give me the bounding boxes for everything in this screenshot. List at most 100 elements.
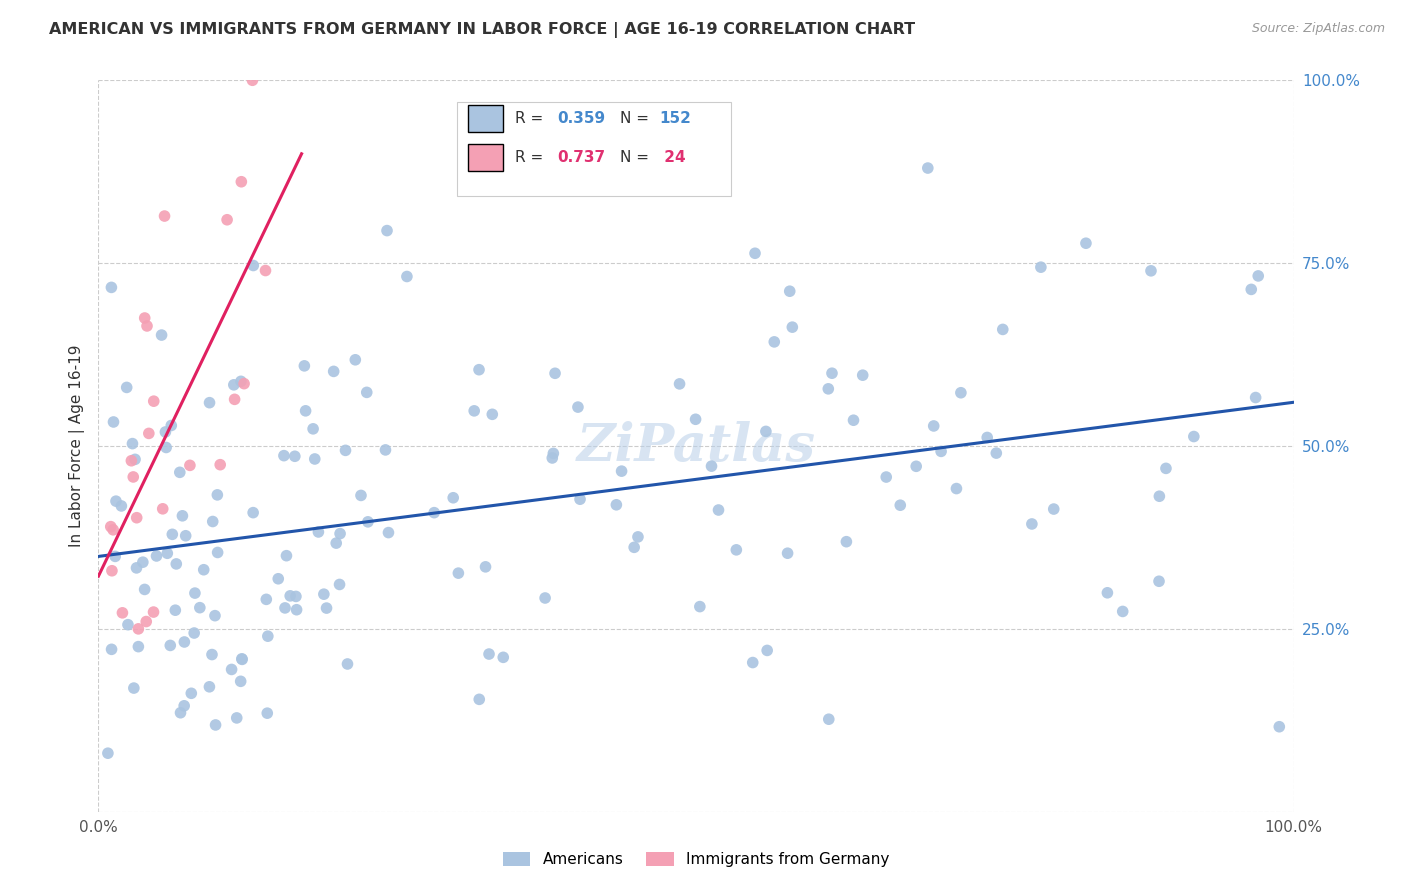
Point <box>183 626 205 640</box>
Point <box>700 459 723 474</box>
Point <box>160 418 183 433</box>
Point <box>1021 516 1043 531</box>
Point <box>256 706 278 721</box>
Point <box>124 452 146 467</box>
Point <box>929 444 952 458</box>
Point <box>569 492 592 507</box>
Point <box>541 450 564 465</box>
Point <box>976 430 998 444</box>
Point <box>242 259 264 273</box>
Point <box>254 263 277 277</box>
Point <box>779 284 801 298</box>
Point <box>1097 586 1119 600</box>
Point <box>1154 461 1177 475</box>
Point <box>294 404 316 418</box>
Point <box>627 530 650 544</box>
Point <box>121 436 143 450</box>
Point <box>821 366 844 380</box>
Point <box>276 549 298 563</box>
Point <box>1182 429 1205 443</box>
Point <box>104 494 127 508</box>
Point <box>423 506 446 520</box>
Point <box>231 652 253 666</box>
Point <box>481 407 503 421</box>
Point <box>1268 720 1291 734</box>
Point <box>395 269 418 284</box>
Text: 24: 24 <box>659 150 686 165</box>
Point <box>100 280 122 294</box>
Point <box>441 491 464 505</box>
Point <box>152 501 174 516</box>
Point <box>756 643 779 657</box>
Point <box>150 328 173 343</box>
Point <box>125 561 148 575</box>
Point <box>1247 268 1270 283</box>
Point <box>1147 574 1170 589</box>
Point <box>198 395 221 409</box>
Point <box>744 246 766 260</box>
Point <box>173 698 195 713</box>
Point <box>145 549 167 563</box>
Point <box>174 529 197 543</box>
Point <box>169 706 191 720</box>
Point <box>1074 236 1097 251</box>
Point <box>127 622 149 636</box>
Point <box>1042 502 1064 516</box>
Point <box>100 642 122 657</box>
Point <box>179 458 201 473</box>
Point <box>328 577 350 591</box>
Point <box>478 647 501 661</box>
Point <box>344 352 367 367</box>
Text: Source: ZipAtlas.com: Source: ZipAtlas.com <box>1251 22 1385 36</box>
Point <box>375 224 398 238</box>
Point <box>254 592 277 607</box>
Point <box>207 488 229 502</box>
Point <box>134 582 156 597</box>
Point <box>155 441 177 455</box>
Point <box>875 470 897 484</box>
Point <box>193 563 215 577</box>
Point <box>356 385 378 400</box>
Text: ZiPatlas: ZiPatlas <box>576 420 815 472</box>
Point <box>284 450 307 464</box>
Point <box>136 318 159 333</box>
Point <box>741 656 763 670</box>
Point <box>534 591 557 605</box>
Text: AMERICAN VS IMMIGRANTS FROM GERMANY IN LABOR FORCE | AGE 16-19 CORRELATION CHART: AMERICAN VS IMMIGRANTS FROM GERMANY IN L… <box>49 22 915 38</box>
Point <box>605 498 627 512</box>
Point <box>134 311 156 326</box>
Point <box>374 442 396 457</box>
Point <box>201 515 224 529</box>
Point <box>221 663 243 677</box>
Point <box>357 515 380 529</box>
Point <box>122 681 145 695</box>
Point <box>256 629 278 643</box>
Point <box>173 635 195 649</box>
Point <box>986 446 1008 460</box>
Y-axis label: In Labor Force | Age 16-19: In Labor Force | Age 16-19 <box>69 344 84 548</box>
Point <box>101 564 124 578</box>
Point <box>307 524 329 539</box>
Point <box>917 161 939 175</box>
Point <box>725 542 748 557</box>
Text: 0.359: 0.359 <box>557 111 605 126</box>
Point <box>284 590 307 604</box>
Point <box>153 209 176 223</box>
Point <box>159 639 181 653</box>
Point <box>842 413 865 427</box>
Point <box>776 546 799 560</box>
Point <box>169 466 191 480</box>
Point <box>155 425 177 439</box>
Point <box>278 589 301 603</box>
Point <box>325 536 347 550</box>
Point <box>377 525 399 540</box>
Point <box>949 385 972 400</box>
Point <box>304 452 326 467</box>
Point <box>207 545 229 559</box>
Point <box>689 599 711 614</box>
Point <box>242 73 264 87</box>
Point <box>204 718 226 732</box>
Point <box>991 322 1014 336</box>
Point <box>204 608 226 623</box>
Point <box>201 648 224 662</box>
